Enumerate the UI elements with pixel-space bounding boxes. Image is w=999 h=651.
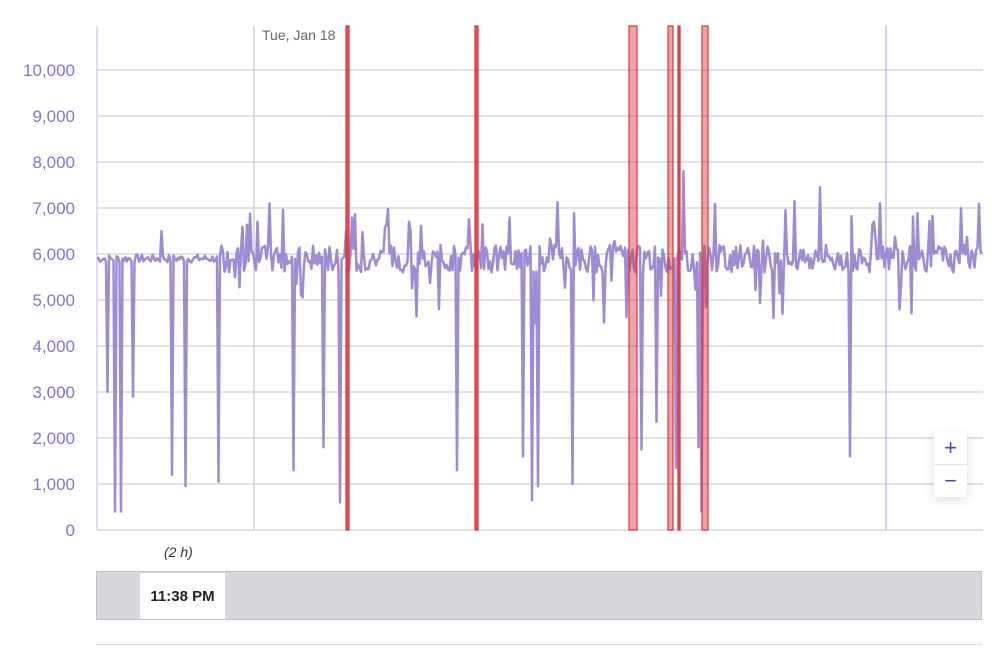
highlight-band[interactable] [701, 25, 709, 531]
plus-icon: + [944, 435, 957, 460]
y-tick-label: 8,000 [32, 153, 75, 172]
series-line[interactable] [96, 169, 984, 513]
plot-lines [253, 26, 887, 530]
y-tick-label: 5,000 [32, 291, 75, 310]
navigator-scrollbar[interactable]: 11:38 PM [96, 571, 982, 620]
y-tick-label: 3,000 [32, 383, 75, 402]
bottom-divider [96, 644, 982, 645]
highlight-band[interactable] [667, 25, 674, 531]
navigator-handle[interactable]: 11:38 PM [140, 573, 225, 619]
zoom-controls: + − [934, 432, 967, 497]
highlight-band[interactable] [677, 25, 681, 531]
y-axis: 0 1,000 2,000 3,000 4,000 5,000 6,000 7,000 8,00… [23, 61, 75, 540]
zoom-out-button[interactable]: − [934, 464, 967, 497]
y-tick-label: 0 [66, 521, 75, 540]
y-tick-label: 2,000 [32, 429, 75, 448]
minus-icon: − [944, 468, 957, 493]
highlight-band[interactable] [474, 25, 479, 531]
range-label: (2 h) [164, 544, 193, 560]
highlight-band[interactable] [628, 25, 638, 531]
highlight-band[interactable] [345, 25, 350, 531]
y-tick-label: 9,000 [32, 107, 75, 126]
y-tick-label: 4,000 [32, 337, 75, 356]
y-tick-label: 6,000 [32, 245, 75, 264]
navigator-handle-label: 11:38 PM [150, 587, 215, 605]
highlight-bands[interactable] [345, 25, 709, 531]
date-annotation: Tue, Jan 18 [262, 27, 336, 43]
y-tick-label: 10,000 [23, 61, 75, 80]
y-tick-label: 7,000 [32, 199, 75, 218]
y-tick-label: 1,000 [32, 475, 75, 494]
series-path[interactable] [96, 169, 984, 513]
zoom-in-button[interactable]: + [934, 432, 967, 464]
